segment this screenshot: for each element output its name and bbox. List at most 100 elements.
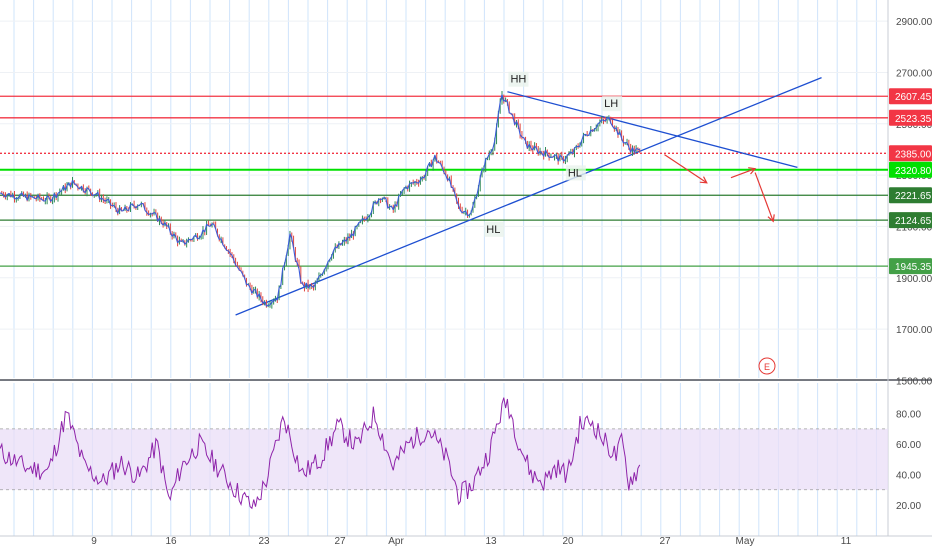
price-segment	[439, 162, 443, 168]
price-segment	[135, 205, 139, 209]
level-price-label: 2124.65	[895, 216, 932, 227]
price-segment	[8, 193, 12, 198]
price-segment	[175, 236, 179, 243]
price-segment	[283, 255, 287, 265]
forecast-arrow	[730, 168, 756, 179]
price-segment	[28, 194, 32, 198]
price-segment	[418, 179, 421, 184]
x-tick-label: 13	[485, 536, 497, 547]
price-segment	[470, 205, 474, 213]
price-segment	[316, 276, 320, 281]
price-segment	[517, 125, 521, 135]
level-price-label: 2607.45	[895, 92, 932, 103]
price-segment	[142, 203, 146, 211]
level-price-label-bg	[889, 88, 932, 105]
price-segment	[291, 238, 295, 249]
x-tick-label: 27	[334, 536, 346, 547]
price-segment	[233, 259, 237, 266]
annotation-bg	[484, 221, 505, 237]
price-segment	[521, 136, 524, 139]
price-segment	[479, 168, 483, 178]
price-segment	[242, 274, 246, 279]
price-segment	[356, 222, 360, 227]
price-segment	[249, 287, 253, 294]
price-segment	[574, 145, 577, 149]
price-segment	[506, 102, 510, 114]
price-segment	[468, 212, 472, 216]
price-segment	[535, 148, 539, 154]
price-segment	[236, 266, 240, 271]
price-segment	[523, 137, 527, 142]
price-segment	[325, 261, 329, 267]
price-segment	[74, 183, 77, 186]
price-segment	[200, 229, 204, 236]
forecast-arrow	[664, 154, 708, 184]
price-segment	[220, 238, 224, 246]
price-segment	[271, 300, 274, 303]
price-segment	[619, 131, 623, 139]
price-segment	[282, 264, 286, 269]
price-segment	[499, 94, 503, 103]
price-segment	[35, 194, 39, 200]
price-segment	[385, 198, 389, 209]
price-segment	[561, 156, 565, 162]
price-segment	[358, 220, 361, 224]
price-segment	[173, 233, 177, 238]
price-segment	[57, 191, 61, 194]
price-segment	[525, 140, 528, 149]
price-segment	[101, 197, 104, 201]
price-segment	[75, 184, 79, 188]
y-tick-label: 1700.00	[896, 325, 932, 336]
price-segment	[21, 192, 25, 197]
price-segment	[72, 180, 75, 184]
price-segment	[323, 266, 327, 270]
price-segment	[490, 148, 494, 153]
price-segment	[104, 199, 108, 202]
price-segment	[465, 210, 469, 217]
price-segment	[452, 187, 456, 194]
price-segment	[179, 239, 182, 243]
y-tick-label: 1900.00	[896, 274, 932, 285]
price-segment	[340, 242, 343, 246]
price-segment	[603, 119, 606, 122]
price-segment	[99, 197, 102, 200]
x-tick-label: 9	[91, 536, 97, 547]
price-segment	[532, 145, 536, 151]
price-segment	[44, 195, 48, 202]
price-segment	[456, 200, 460, 206]
price-segment	[369, 211, 373, 216]
price-segment	[48, 196, 52, 202]
price-segment	[583, 133, 586, 136]
price-segment	[543, 149, 547, 157]
price-segment	[39, 198, 42, 200]
price-segment	[528, 143, 532, 149]
price-segment	[362, 218, 365, 220]
price-segment	[331, 250, 334, 257]
price-segment	[37, 194, 41, 199]
price-segment	[50, 198, 54, 202]
price-segment	[146, 212, 150, 216]
price-segment	[382, 196, 385, 200]
trendline	[507, 91, 798, 169]
price-segment	[409, 182, 412, 185]
price-segment	[483, 159, 487, 170]
price-segment	[273, 298, 276, 302]
price-segment	[195, 234, 199, 240]
oscillator-y-tick-label: 80.00	[896, 410, 921, 421]
price-segment	[544, 149, 548, 155]
price-segment	[448, 178, 452, 188]
level-price-label: 2385.00	[895, 149, 932, 160]
price-segment	[240, 270, 244, 276]
event-marker-icon	[758, 357, 776, 375]
price-segment	[70, 180, 74, 188]
level-price-label-bg	[889, 145, 932, 162]
price-segment	[459, 209, 463, 214]
price-segment	[472, 198, 476, 206]
price-segment	[278, 284, 282, 289]
price-segment	[191, 236, 195, 240]
price-segment	[137, 204, 140, 207]
price-segment	[501, 94, 505, 102]
price-segment	[108, 199, 112, 206]
price-segment	[5, 194, 8, 198]
